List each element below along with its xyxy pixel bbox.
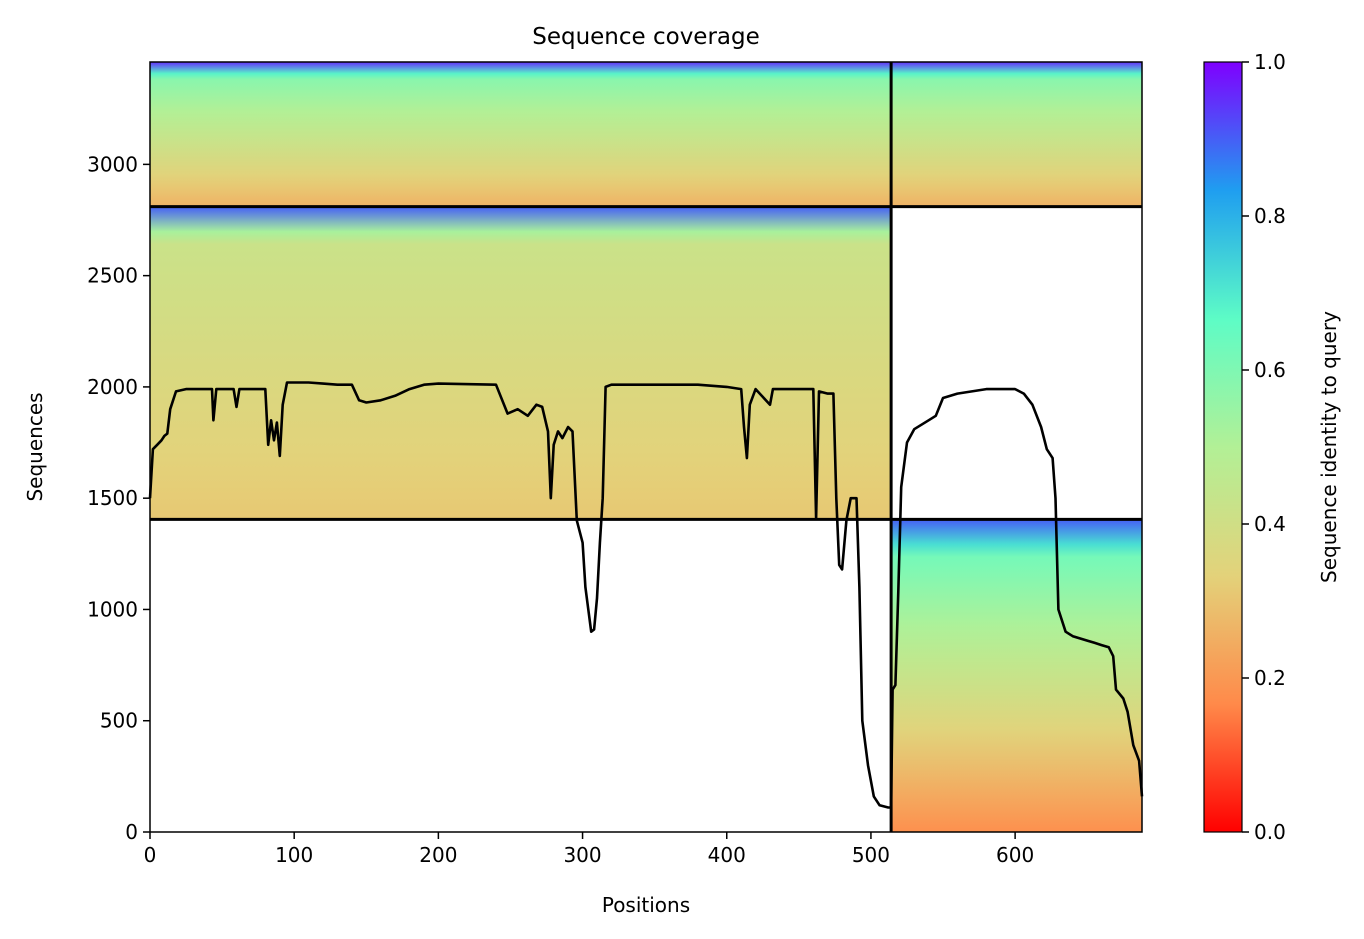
plot-frame: [149, 61, 1143, 833]
x-tick-label: 400: [708, 843, 746, 867]
coverage-line: [148, 381, 1144, 809]
colorbar-tick-label: 0.0: [1254, 820, 1286, 844]
x-tick-label: 200: [419, 843, 457, 867]
colorbar-tick-label: 0.8: [1254, 204, 1286, 228]
x-tick-label: 300: [563, 843, 601, 867]
y-axis-label: Sequences: [23, 392, 47, 501]
coverage-block: [150, 62, 892, 207]
coverage-blocks: [150, 62, 1142, 832]
y-tick-label: 3000: [87, 152, 138, 176]
colorbar-gradient: [1203, 61, 1243, 833]
coverage-block: [150, 206, 892, 520]
x-axis-label: Positions: [602, 893, 690, 917]
y-tick-label: 2000: [87, 375, 138, 399]
colorbar-ticks: 0.0 0.2 0.4 0.6 0.8 1.0: [1242, 50, 1286, 844]
chart-title: Sequence coverage: [532, 24, 760, 50]
y-tick-label: 500: [100, 709, 138, 733]
y-axis: 0 500 1000 1500 2000 2500 3000: [87, 152, 150, 844]
colorbar-tick-label: 1.0: [1254, 50, 1286, 74]
x-tick-label: 100: [275, 843, 313, 867]
coverage-block: [891, 519, 1142, 832]
y-tick-label: 0: [125, 820, 138, 844]
colorbar-tick-label: 0.2: [1254, 666, 1286, 690]
block-dividers: [150, 62, 1142, 832]
colorbar-tick-label: 0.6: [1254, 358, 1286, 382]
x-tick-label: 0: [144, 843, 157, 867]
x-tick-label: 600: [996, 843, 1034, 867]
x-axis: 0 100 200 300 400 500 600: [144, 832, 1034, 867]
plot-area: [148, 61, 1144, 833]
colorbar-tick-label: 0.4: [1254, 512, 1286, 536]
y-tick-label: 1000: [87, 597, 138, 621]
y-tick-label: 2500: [87, 264, 138, 288]
coverage-block: [891, 62, 1142, 207]
x-tick-label: 500: [852, 843, 890, 867]
colorbar: 0.0 0.2 0.4 0.6 0.8 1.0 Sequence identity to …: [1203, 50, 1341, 844]
y-tick-label: 1500: [87, 486, 138, 510]
colorbar-label: Sequence identity to query: [1317, 311, 1341, 583]
